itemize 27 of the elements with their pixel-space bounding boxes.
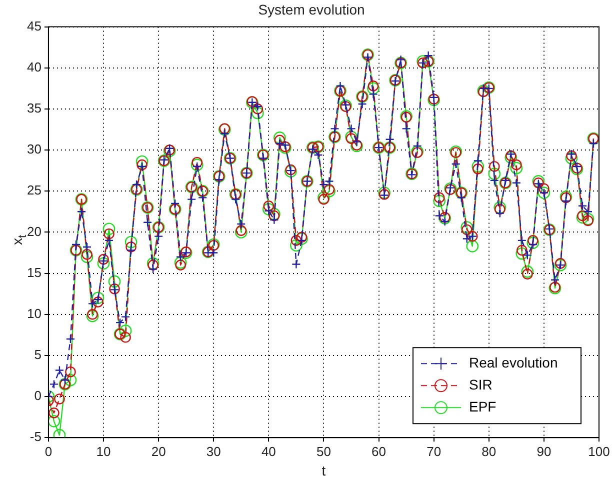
x-tick-label: 100 [588,444,610,459]
x-tick-label: 70 [426,444,442,459]
x-tick-label: 40 [261,444,276,459]
y-tick-label: 45 [26,18,42,34]
x-axis-title: t [322,462,326,478]
x-tick-label: 50 [316,444,331,459]
y-tick-label: 25 [26,182,42,198]
y-tick-label: 30 [26,142,42,157]
legend-label: Real evolution [469,354,558,370]
x-tick-label: 90 [536,444,552,459]
y-tick-label: 20 [26,224,42,239]
x-tick-label: 0 [44,444,52,459]
x-tick-label: 20 [151,444,166,459]
y-tick-label: 0 [34,388,42,404]
x-tick-label: 10 [96,444,111,459]
chart-title: System evolution [258,1,365,18]
y-tick-label: -5 [30,429,42,444]
legend-label: SIR [469,376,492,392]
y-tick-label: 10 [26,306,42,321]
y-tick-label: 40 [26,59,42,74]
x-tick-label: 30 [206,444,221,459]
y-tick-label: 15 [26,264,42,280]
y-tick-label: 5 [34,347,42,362]
y-tick-label: 35 [26,100,42,116]
x-tick-label: 80 [482,444,496,459]
legend-label: EPF [469,398,496,414]
x-tick-label: 60 [372,444,386,459]
